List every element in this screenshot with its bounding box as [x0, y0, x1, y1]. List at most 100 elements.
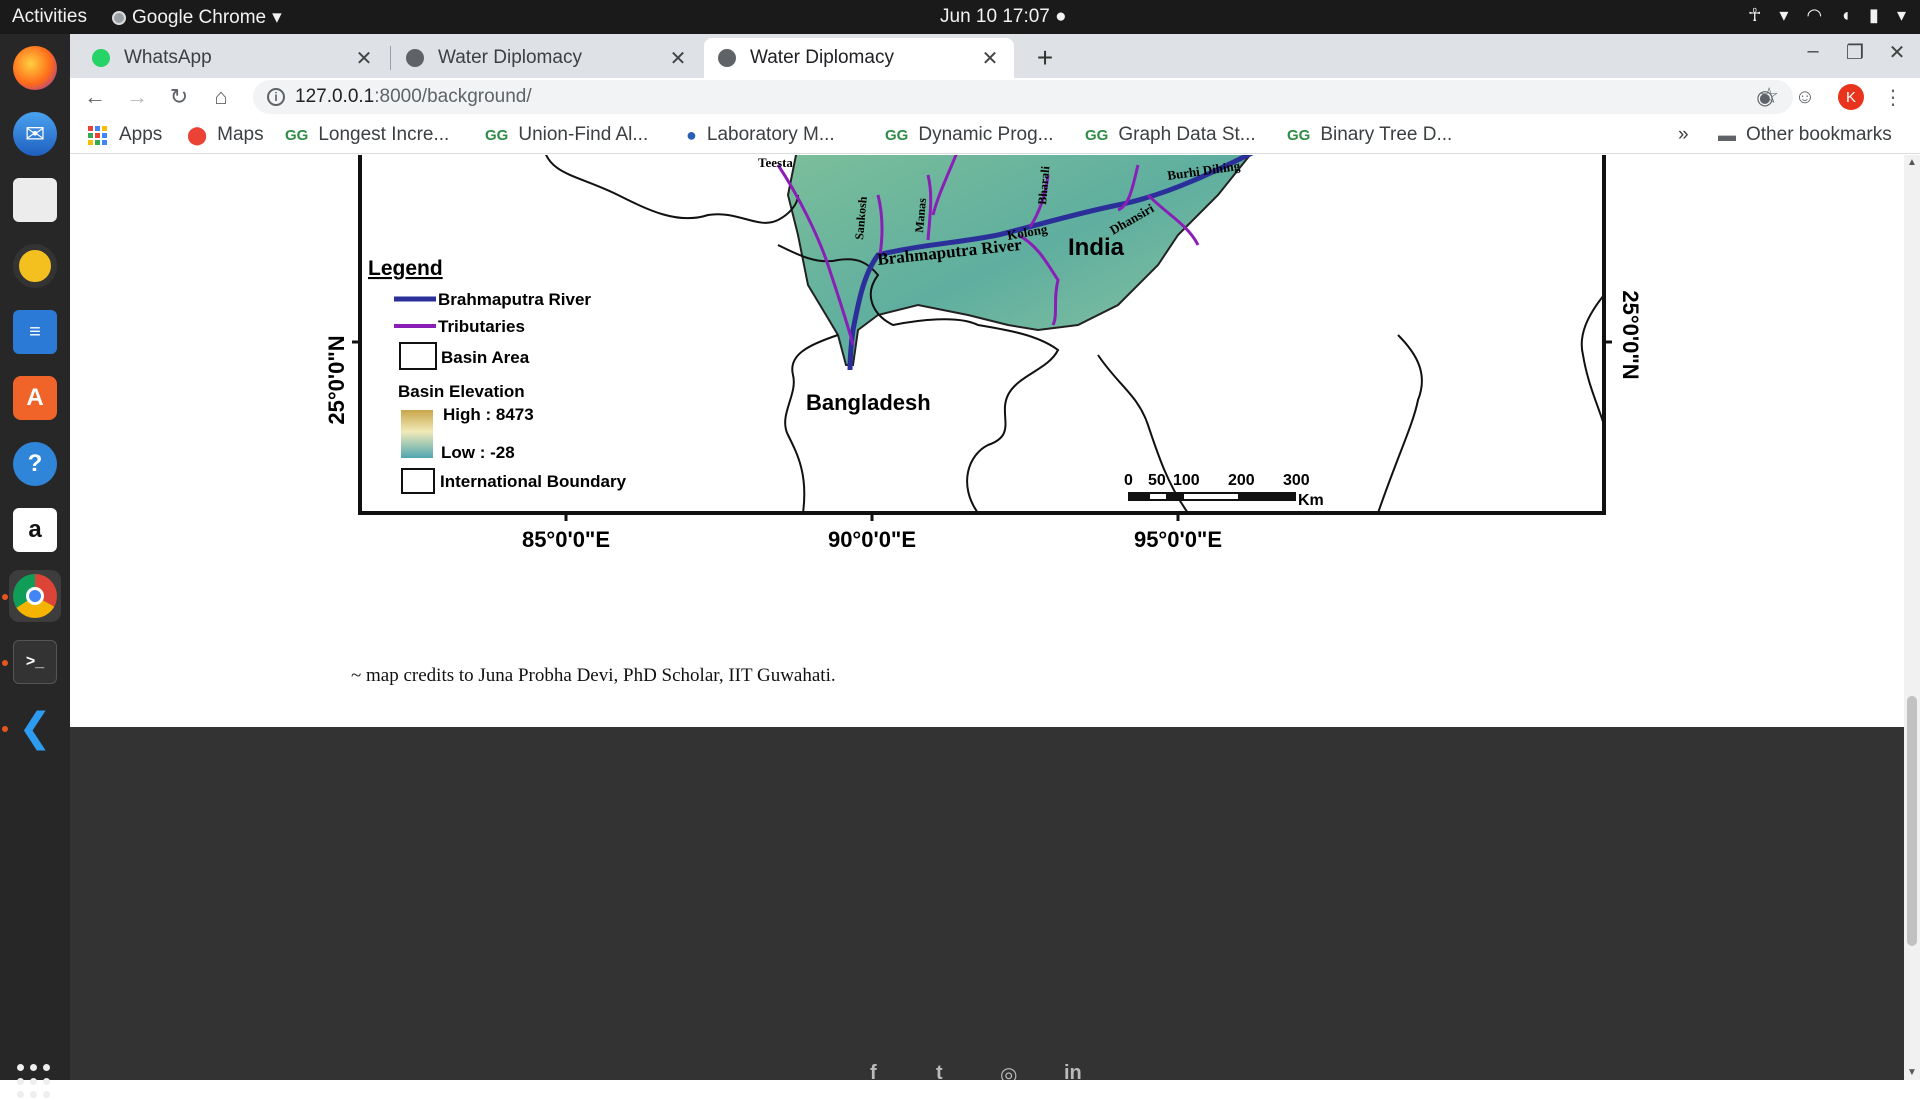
firefox-launcher[interactable] [9, 42, 61, 94]
bharali-label: Bharali [1035, 165, 1052, 205]
basin-area [786, 155, 1252, 366]
close-icon[interactable]: ✕ [355, 47, 373, 70]
amazon-launcher[interactable]: a [9, 504, 61, 556]
firefox-icon [13, 46, 57, 90]
thunderbird-launcher[interactable]: ✉ [9, 108, 61, 160]
bookmark-longest-increasing[interactable]: GG Longest Incre... [285, 124, 449, 146]
show-applications-button[interactable] [17, 1064, 53, 1100]
close-icon[interactable]: ✕ [669, 47, 687, 70]
tab-water-diplomacy[interactable]: Water Diplomacy ✕ [392, 38, 702, 78]
map-frame [358, 155, 1606, 515]
tab-strip: WhatsApp ✕ Water Diplomacy ✕ Water Diplo… [70, 34, 1920, 78]
gfg-icon: GG [485, 126, 509, 144]
scroll-down-arrow-icon[interactable]: ▼ [1907, 1067, 1917, 1078]
page-scrollbar[interactable]: ▲ ▼ [1904, 155, 1920, 1080]
running-indicator [2, 660, 8, 666]
legend-boundary: International Boundary [440, 472, 627, 491]
minimize-button[interactable]: – [1807, 40, 1819, 62]
map-pin-icon: ⬤ [187, 124, 208, 145]
writer-launcher[interactable]: ≡ [9, 306, 61, 358]
home-button[interactable]: ⌂ [214, 84, 228, 109]
longitude-label-95: 95°0'0"E [1134, 527, 1222, 552]
bookmark-star-icon[interactable]: ☆ [1759, 83, 1779, 108]
international-boundary [545, 155, 799, 224]
activities-button[interactable]: Activities [12, 6, 87, 27]
dock: ✉ ≡ A ? a >_ ❮ [0, 34, 70, 1099]
terminal-icon: >_ [13, 640, 57, 684]
twitter-icon[interactable]: t [936, 1062, 943, 1080]
scrollbar-thumb[interactable] [1907, 696, 1917, 946]
reload-button[interactable]: ↻ [169, 84, 189, 109]
other-bookmarks[interactable]: ▬ Other bookmarks [1718, 124, 1892, 146]
cookie-extension-icon[interactable]: ☺ [1794, 85, 1816, 108]
restore-button[interactable]: ❐ [1846, 42, 1864, 64]
facebook-icon[interactable]: f [870, 1062, 877, 1080]
close-icon[interactable]: ✕ [981, 47, 999, 70]
app-menu-label: Google Chrome [132, 6, 267, 28]
bookmark-graph-data[interactable]: GG Graph Data St... [1085, 124, 1256, 146]
tab-whatsapp[interactable]: WhatsApp ✕ [78, 38, 388, 78]
scroll-up-arrow-icon[interactable]: ▲ [1907, 157, 1917, 168]
forward-button[interactable]: → [126, 84, 148, 109]
scale-50: 50 [1148, 472, 1166, 489]
profile-avatar[interactable]: K [1838, 84, 1864, 110]
chrome-icon [13, 574, 57, 618]
info-icon[interactable]: i [267, 88, 285, 106]
back-button[interactable]: ← [84, 84, 106, 109]
tab-water-diplomacy-active[interactable]: Water Diplomacy ✕ [704, 38, 1014, 78]
bookmark-label: Union-Find Al... [518, 124, 649, 145]
elevation-ramp [401, 410, 433, 458]
terminal-launcher[interactable]: >_ [9, 636, 61, 688]
international-boundary [784, 334, 839, 514]
scale-300: 300 [1283, 472, 1310, 489]
chrome-launcher[interactable] [9, 570, 61, 622]
bookmark-label: Dynamic Prog... [918, 124, 1054, 145]
bookmark-apps[interactable]: Apps [88, 124, 162, 146]
address-bar[interactable]: i 127.0.0.1:8000/background/ ☆ [253, 80, 1793, 114]
url-path: :8000/background/ [374, 86, 532, 107]
sankosh-label: Sankosh [852, 196, 870, 241]
elevation-high: High : 8473 [443, 405, 534, 424]
brahmaputra-river-line [847, 155, 1254, 371]
page-viewport: Teesta Sankosh Manas Bharali Kolong Dhan… [70, 155, 1904, 1080]
new-tab-button[interactable]: + [1036, 42, 1054, 73]
extension-icon[interactable]: ◉ [1756, 86, 1774, 109]
files-launcher[interactable] [9, 174, 61, 226]
bookmarks-overflow-button[interactable]: » [1678, 124, 1689, 145]
app-menu[interactable]: Google Chrome ▾ [112, 6, 282, 29]
international-boundary [777, 244, 1060, 514]
globe-icon [718, 49, 736, 67]
bookmark-union-find[interactable]: GG Union-Find Al... [485, 124, 648, 146]
bookmark-label: Binary Tree D... [1320, 124, 1453, 145]
help-launcher[interactable]: ? [9, 438, 61, 490]
legend-basin-area: Basin Area [441, 348, 530, 367]
bookmark-dynamic-prog[interactable]: GG Dynamic Prog... [885, 124, 1054, 146]
bookmark-laboratory[interactable]: ● Laboratory M... [686, 124, 835, 146]
kolong-label: Kolong [1006, 221, 1049, 243]
legend-river: Brahmaputra River [438, 290, 591, 309]
linkedin-icon[interactable]: in [1064, 1062, 1082, 1080]
page-footer: f t ◎ in [70, 727, 1904, 1080]
legend-tributaries: Tributaries [438, 317, 525, 336]
battery-icon: ▮ [1869, 5, 1879, 25]
vscode-icon: ❮ [18, 706, 52, 750]
software-launcher[interactable]: A [9, 372, 61, 424]
clock[interactable]: Jun 10 17:07 ● [940, 6, 1067, 28]
vscode-launcher[interactable]: ❮ [9, 702, 61, 754]
wifi-icon: ◠ [1806, 5, 1823, 25]
accessibility-icon[interactable]: ☥ [1747, 5, 1762, 25]
rhythmbox-launcher[interactable] [9, 240, 61, 292]
gfg-icon: GG [1085, 126, 1109, 144]
scale-0: 0 [1124, 472, 1133, 489]
close-window-button[interactable]: ✕ [1888, 42, 1906, 64]
running-indicator [2, 726, 8, 732]
system-tray[interactable]: ☥ ▾ ◠ ◖ ▮ ▾ [1748, 5, 1906, 26]
tab-separator [390, 46, 391, 70]
bookmark-binary-tree[interactable]: GG Binary Tree D... [1287, 124, 1452, 146]
menu-kebab-icon[interactable]: ⋮ [1883, 86, 1903, 109]
thunderbird-icon: ✉ [13, 112, 57, 156]
instagram-icon[interactable]: ◎ [1000, 1064, 1018, 1080]
graticule-labels: 25°0'0"N 25°0'0"N 85°0'0"E 90°0'0"E 95°0… [324, 290, 1643, 552]
legend-title: Legend [368, 257, 443, 280]
bookmark-maps[interactable]: ⬤ Maps [187, 124, 264, 146]
